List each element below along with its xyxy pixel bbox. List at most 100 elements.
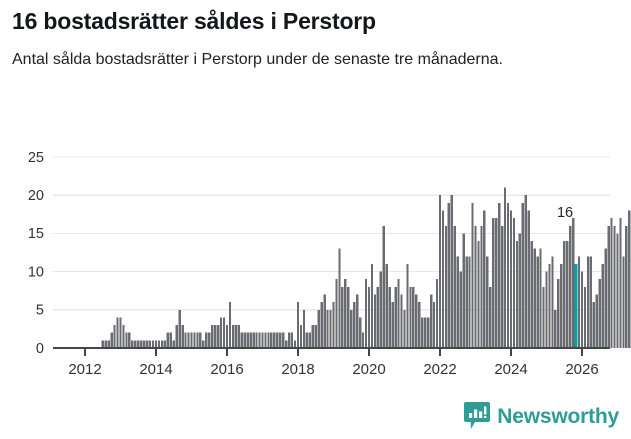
bar (350, 309, 353, 348)
bar (474, 225, 477, 348)
bar (447, 202, 451, 348)
bar (607, 225, 610, 348)
bar (131, 340, 134, 348)
bar (598, 279, 601, 348)
bar (429, 294, 433, 348)
bar (356, 294, 359, 348)
x-axis-label: 2026 (565, 361, 598, 378)
bar (492, 218, 495, 348)
bar (314, 325, 317, 348)
bar (276, 332, 279, 348)
bar (293, 340, 297, 348)
bar (427, 317, 430, 348)
bar (601, 263, 604, 348)
y-axis-label: 0 (36, 341, 44, 357)
bar (577, 256, 581, 348)
bar (373, 294, 377, 348)
bar (361, 332, 365, 348)
bar (441, 210, 445, 348)
bar (391, 302, 394, 348)
bar (151, 340, 155, 348)
bar (403, 309, 406, 348)
bar (160, 340, 164, 348)
y-axis-labels: 0 5 10 15 20 25 (28, 150, 44, 357)
y-axis-label: 15 (28, 226, 44, 242)
bar (500, 225, 504, 348)
bar (571, 218, 575, 348)
bar (237, 325, 240, 348)
bar (228, 302, 232, 348)
bar (184, 332, 187, 348)
bar (190, 332, 193, 348)
bar (285, 340, 288, 348)
bar (341, 286, 344, 348)
bar (157, 340, 161, 348)
bar (560, 263, 563, 348)
bar (299, 325, 303, 348)
bar (367, 286, 371, 348)
bar (539, 248, 542, 348)
bar (264, 332, 267, 348)
bar (143, 340, 146, 348)
bar (521, 202, 524, 348)
bar (279, 332, 282, 348)
bar (456, 256, 459, 348)
bar (551, 256, 554, 348)
bar (400, 294, 403, 348)
bar (140, 340, 143, 348)
bar (566, 241, 569, 348)
bar (527, 210, 530, 348)
bar (471, 202, 474, 348)
bars (101, 187, 631, 348)
bar (181, 325, 184, 348)
bar (628, 210, 631, 348)
bar (418, 302, 421, 348)
bar (480, 225, 483, 348)
bar (246, 332, 249, 348)
bar (317, 309, 320, 348)
bar (145, 340, 149, 348)
bar (536, 256, 539, 348)
bar (202, 340, 205, 348)
bar (406, 263, 409, 348)
bar (586, 256, 590, 348)
footer-branding: Newsworthy (464, 402, 619, 430)
bar (219, 317, 223, 348)
bar (554, 309, 557, 348)
bar (385, 263, 388, 348)
bar (444, 225, 448, 348)
bar (193, 332, 196, 348)
bar (533, 248, 536, 348)
bar (524, 195, 527, 348)
bar (412, 286, 415, 348)
bar (166, 332, 169, 348)
bar (205, 332, 208, 348)
bar (231, 325, 235, 348)
bar (290, 332, 294, 348)
bar (225, 325, 229, 348)
bar (580, 271, 584, 348)
bar (101, 340, 104, 348)
bar (468, 256, 471, 348)
bar (424, 317, 427, 348)
bar (530, 241, 533, 348)
bar (450, 195, 453, 348)
bar (270, 332, 273, 348)
bar (148, 340, 152, 348)
bar (125, 332, 128, 348)
bar (214, 325, 217, 348)
x-axis-label: 2014 (139, 361, 172, 378)
bar (548, 263, 551, 348)
bar (595, 294, 598, 348)
bar (178, 309, 181, 348)
bar (302, 309, 306, 348)
bar (498, 202, 501, 348)
bar (119, 317, 122, 348)
brand-wordmark: Newsworthy (497, 404, 619, 428)
bar (305, 332, 309, 348)
bar (438, 195, 442, 348)
axes (53, 346, 610, 356)
bar (211, 325, 214, 348)
bar (234, 325, 238, 348)
bar (432, 302, 436, 348)
